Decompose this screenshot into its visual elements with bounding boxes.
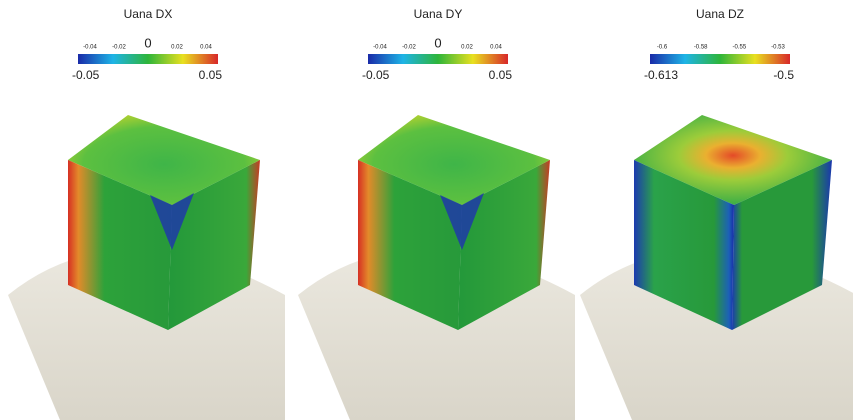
cube-left [634, 160, 734, 330]
colorbar [78, 54, 218, 64]
max-label: -0.5 [773, 68, 794, 82]
panel-dy [298, 115, 575, 420]
tick-label: -0.04 [83, 45, 97, 51]
colorbar [368, 54, 508, 64]
tick-label: 0.04 [490, 45, 502, 51]
cube-top [358, 115, 550, 205]
max-label: 0.05 [489, 68, 513, 82]
corner-blue [150, 193, 194, 250]
panel-dx [8, 115, 285, 420]
min-label: -0.05 [362, 68, 390, 82]
cube-left [358, 160, 462, 330]
tick-label: -0.53 [771, 45, 785, 51]
max-label: 0.05 [199, 68, 223, 82]
tick-label: -0.55 [732, 45, 746, 51]
cube-top [634, 115, 832, 205]
corner-blue [440, 193, 484, 250]
colorbar-legend: Uana DZ -0.6 -0.58 -0.55 -0.53 -0.613 -0.5 [644, 7, 794, 82]
legend-title: Uana DY [414, 7, 463, 21]
tick-label: 0 [144, 35, 151, 50]
tick-label: -0.58 [694, 45, 708, 51]
min-label: -0.05 [72, 68, 100, 82]
min-label: -0.613 [644, 68, 678, 82]
cube-right [168, 160, 260, 330]
cube-right [732, 160, 832, 330]
tick-label: 0 [434, 35, 441, 50]
tick-label: 0.02 [461, 45, 473, 51]
legend-title: Uana DZ [696, 7, 744, 21]
legends: Uana DX-0.04 -0.02 0 0.02 0.04-0.05 0.05Uana … [72, 7, 794, 82]
cube-right [458, 160, 550, 330]
colorbar [650, 54, 790, 64]
tick-label: -0.6 [657, 45, 668, 51]
tick-label: -0.02 [402, 45, 416, 51]
colorbar-legend: Uana DX -0.04 -0.02 0 0.02 0.04 -0.05 0.05 [72, 7, 222, 82]
panel-dz [580, 115, 853, 420]
legend-title: Uana DX [124, 7, 173, 21]
tick-label: -0.04 [373, 45, 387, 51]
tick-label: -0.02 [112, 45, 126, 51]
tick-label: 0.04 [200, 45, 212, 51]
colorbar-legend: Uana DY -0.04 -0.02 0 0.02 0.04 -0.05 0.05 [362, 7, 512, 82]
cube-left [68, 160, 172, 330]
tick-label: 0.02 [171, 45, 183, 51]
cube-top [68, 115, 260, 205]
